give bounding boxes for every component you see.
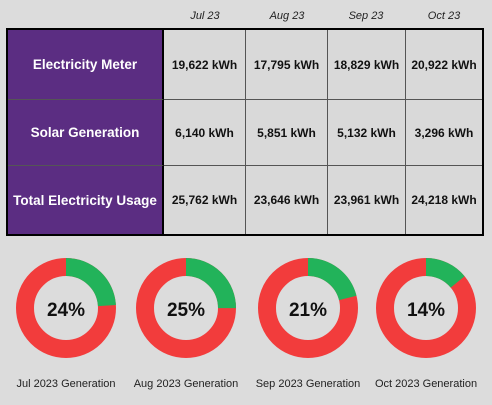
table-cell: 5,851 kWh — [246, 100, 328, 166]
donut-generation-segment — [258, 258, 358, 358]
month-aug: Aug 23 — [269, 10, 305, 22]
donut-chart — [258, 258, 358, 358]
donut-percent: 21% — [288, 300, 328, 321]
table-cell: 5,132 kWh — [328, 100, 406, 166]
donut-oct: 14% Oct 2023 Generation — [366, 258, 486, 398]
table-cell: 19,622 kWh — [164, 30, 246, 100]
table-cell: 3,296 kWh — [406, 100, 482, 166]
donut-generation-segment — [136, 258, 236, 358]
table-cell: 23,961 kWh — [328, 166, 406, 234]
table-cell: 25,762 kWh — [164, 166, 246, 234]
energy-table: Electricity Meter 19,622 kWh 17,795 kWh … — [6, 28, 484, 236]
table-cell: 24,218 kWh — [411, 193, 477, 207]
month-header: Jul 23 Aug 23 Sep 23 Oct 23 — [0, 0, 492, 28]
donut-percent: 24% — [46, 300, 86, 321]
month-sep: Sep 23 — [348, 10, 384, 22]
month-oct: Oct 23 — [427, 10, 461, 22]
donut-percent: 14% — [406, 300, 446, 321]
month-jul: Jul 23 — [190, 10, 220, 22]
donut-generation-segment — [16, 258, 116, 358]
table-cell: 17,795 kWh — [246, 30, 328, 100]
row-label-solar-generation: Solar Generation — [8, 100, 164, 166]
donut-generation-segment — [376, 258, 476, 358]
donut-jul: 24% Jul 2023 Generation — [6, 258, 126, 398]
donut-aug: 25% Aug 2023 Generation — [126, 258, 246, 398]
donut-label: Oct 2023 Generation — [374, 378, 478, 390]
table-cell: 20,922 kWh — [406, 30, 482, 100]
donut-sep: 21% Sep 2023 Generation — [248, 258, 368, 398]
row-label-electricity-meter: Electricity Meter — [8, 30, 164, 100]
table-cell: 6,140 kWh — [164, 100, 246, 166]
row-label-total-usage: Total Electricity Usage — [8, 166, 164, 234]
donut-label: Sep 2023 Generation — [255, 378, 361, 390]
table-cell: 18,829 kWh — [328, 30, 406, 100]
donut-percent: 25% — [166, 300, 206, 321]
donut-chart — [376, 258, 476, 358]
table-cell: 23,646 kWh — [246, 166, 328, 234]
donut-chart — [16, 258, 116, 358]
donut-label: Aug 2023 Generation — [133, 378, 239, 390]
donut-chart — [136, 258, 236, 358]
donut-label: Jul 2023 Generation — [16, 378, 116, 390]
